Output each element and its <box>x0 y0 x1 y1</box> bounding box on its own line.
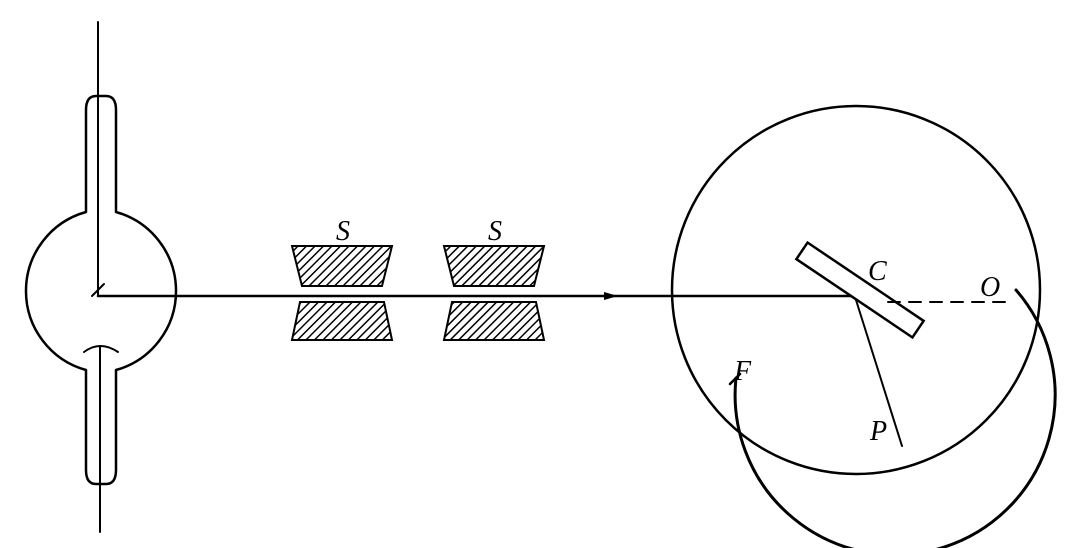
beam-arrow <box>604 292 618 300</box>
camera: C O F P <box>670 104 1057 548</box>
slit-1-upper-block <box>290 245 394 287</box>
point-label: P <box>869 416 887 447</box>
slit-1-label: S <box>336 216 350 247</box>
slit-2-upper-block <box>442 245 546 287</box>
camera-housing <box>670 104 1042 476</box>
slit-1-lower-block <box>290 301 394 341</box>
origin-label: O <box>980 272 1000 303</box>
film-strip <box>733 288 1057 548</box>
x-ray-tube <box>24 21 178 533</box>
crystal-sample <box>794 240 926 340</box>
film-end-mark <box>728 372 742 386</box>
crystal-label: C <box>868 256 887 287</box>
slit-2-lower-block <box>442 301 546 341</box>
film-end-label: F <box>733 356 752 387</box>
slit-2-label: S <box>488 216 502 247</box>
x-ray-tube-body <box>24 94 178 486</box>
slit-2: S <box>442 216 546 341</box>
cathode-cup <box>83 345 119 353</box>
diffracted-ray <box>855 299 903 447</box>
slit-1: S <box>290 216 394 341</box>
anode-target <box>91 283 105 297</box>
